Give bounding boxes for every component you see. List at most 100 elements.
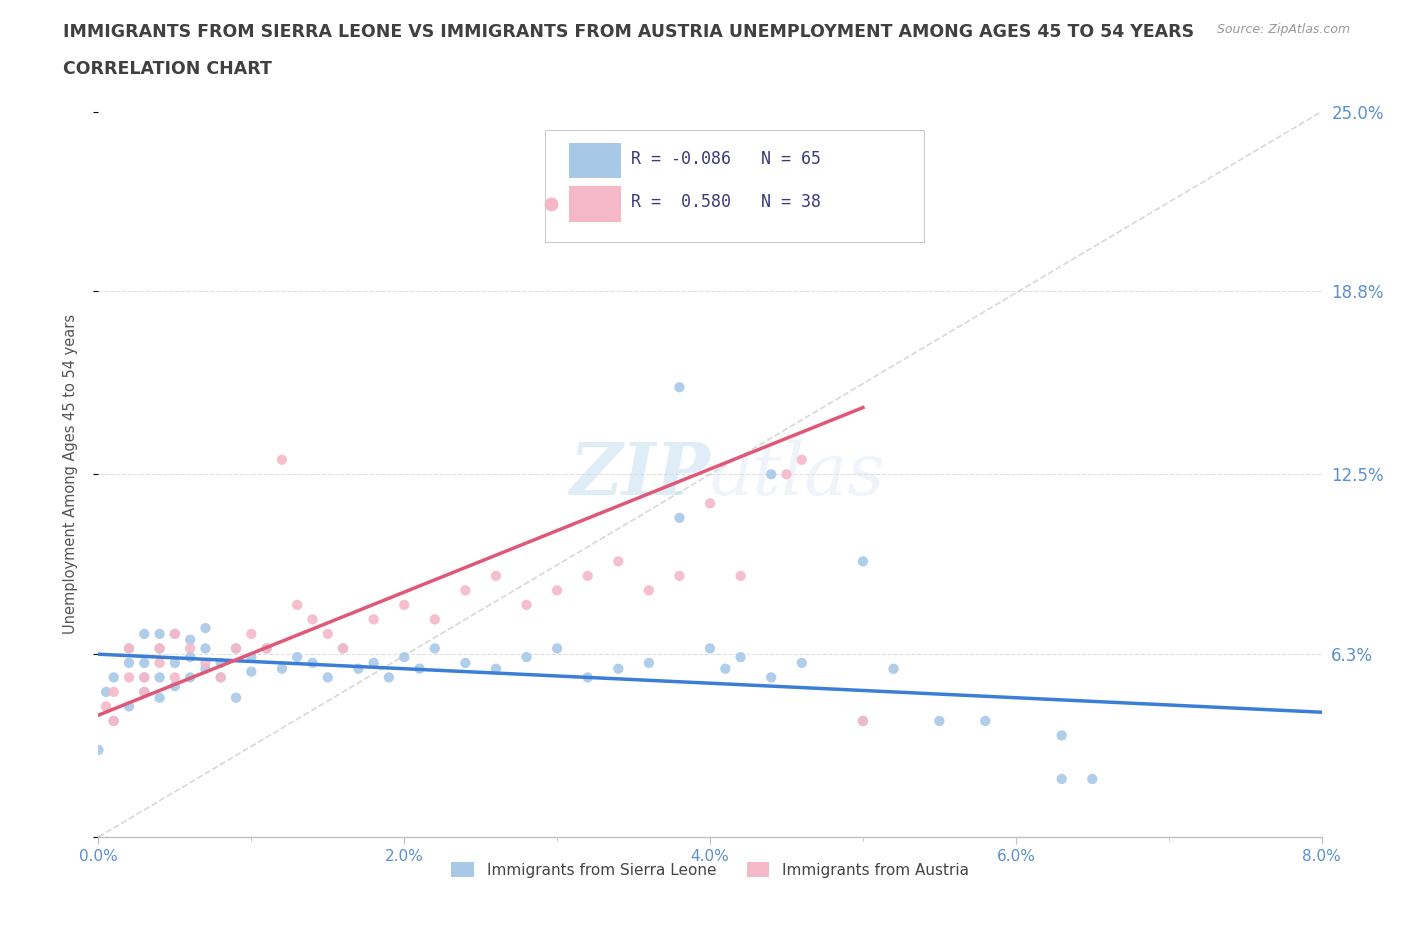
Point [347, 661, 370, 676]
Point [668, 568, 690, 583]
Point [576, 568, 599, 583]
Point [149, 656, 172, 671]
Point [285, 650, 308, 665]
Point [256, 641, 278, 656]
Point [118, 656, 141, 671]
Point [240, 650, 263, 665]
Point [332, 641, 354, 656]
Point [316, 670, 339, 684]
Point [454, 656, 477, 671]
Point [699, 641, 721, 656]
Point [194, 656, 217, 671]
FancyBboxPatch shape [546, 130, 924, 242]
Point [209, 670, 232, 684]
Point [225, 690, 247, 705]
Point [301, 656, 323, 671]
Point [852, 713, 875, 728]
Point [149, 627, 172, 642]
Point [134, 627, 156, 642]
Text: IMMIGRANTS FROM SIERRA LEONE VS IMMIGRANTS FROM AUSTRIA UNEMPLOYMENT AMONG AGES : IMMIGRANTS FROM SIERRA LEONE VS IMMIGRAN… [63, 23, 1194, 41]
Point [485, 661, 508, 676]
Point [118, 641, 141, 656]
Point [852, 713, 875, 728]
FancyBboxPatch shape [569, 143, 620, 179]
Point [759, 670, 782, 684]
Point [179, 641, 201, 656]
Point [194, 620, 217, 635]
Point [225, 641, 247, 656]
Point [149, 641, 172, 656]
Point [883, 661, 905, 676]
Point [408, 661, 430, 676]
Point [699, 496, 721, 511]
Point [790, 452, 813, 467]
Point [163, 656, 186, 671]
Text: Source: ZipAtlas.com: Source: ZipAtlas.com [1216, 23, 1350, 36]
Point [270, 452, 294, 467]
Point [516, 650, 538, 665]
Point [363, 612, 385, 627]
Point [285, 597, 308, 612]
Point [179, 632, 201, 647]
Point [149, 670, 172, 684]
Point [225, 641, 247, 656]
Point [790, 656, 813, 671]
Point [118, 670, 141, 684]
Point [316, 627, 339, 642]
Point [546, 641, 568, 656]
Point [668, 379, 690, 394]
Point [163, 679, 186, 694]
Point [1050, 728, 1073, 743]
Point [637, 583, 661, 598]
Point [118, 699, 141, 714]
Point [759, 467, 782, 482]
Point [1050, 772, 1073, 787]
Point [423, 641, 446, 656]
Point [87, 742, 110, 757]
Point [730, 650, 752, 665]
Point [775, 467, 797, 482]
Point [240, 664, 263, 679]
Point [668, 511, 690, 525]
Point [392, 597, 416, 612]
Point [209, 670, 232, 684]
Point [546, 583, 568, 598]
Point [103, 684, 125, 699]
Point [974, 713, 997, 728]
Point [852, 554, 875, 569]
Point [730, 568, 752, 583]
Text: R = -0.086   N = 65: R = -0.086 N = 65 [630, 150, 821, 167]
Point [134, 670, 156, 684]
Point [270, 661, 294, 676]
Text: CORRELATION CHART: CORRELATION CHART [63, 60, 273, 78]
Point [163, 627, 186, 642]
Point [194, 661, 217, 676]
Point [714, 661, 737, 676]
Point [194, 641, 217, 656]
Point [392, 650, 416, 665]
Text: R =  0.580   N = 38: R = 0.580 N = 38 [630, 193, 821, 211]
Point [378, 670, 401, 684]
Y-axis label: Unemployment Among Ages 45 to 54 years: Unemployment Among Ages 45 to 54 years [63, 314, 77, 634]
Point [163, 627, 186, 642]
Point [928, 713, 950, 728]
Point [209, 656, 232, 671]
Point [179, 670, 201, 684]
Point [163, 670, 186, 684]
Point [485, 568, 508, 583]
Point [240, 627, 263, 642]
Point [576, 670, 599, 684]
Point [301, 612, 323, 627]
Point [332, 641, 354, 656]
Text: ZIP: ZIP [569, 439, 710, 510]
Point [607, 554, 630, 569]
Legend: Immigrants from Sierra Leone, Immigrants from Austria: Immigrants from Sierra Leone, Immigrants… [446, 856, 974, 884]
Point [607, 661, 630, 676]
Point [149, 641, 172, 656]
Point [454, 583, 477, 598]
Point [149, 690, 172, 705]
Point [1081, 772, 1104, 787]
Point [94, 684, 117, 699]
FancyBboxPatch shape [569, 186, 620, 222]
Point [134, 656, 156, 671]
